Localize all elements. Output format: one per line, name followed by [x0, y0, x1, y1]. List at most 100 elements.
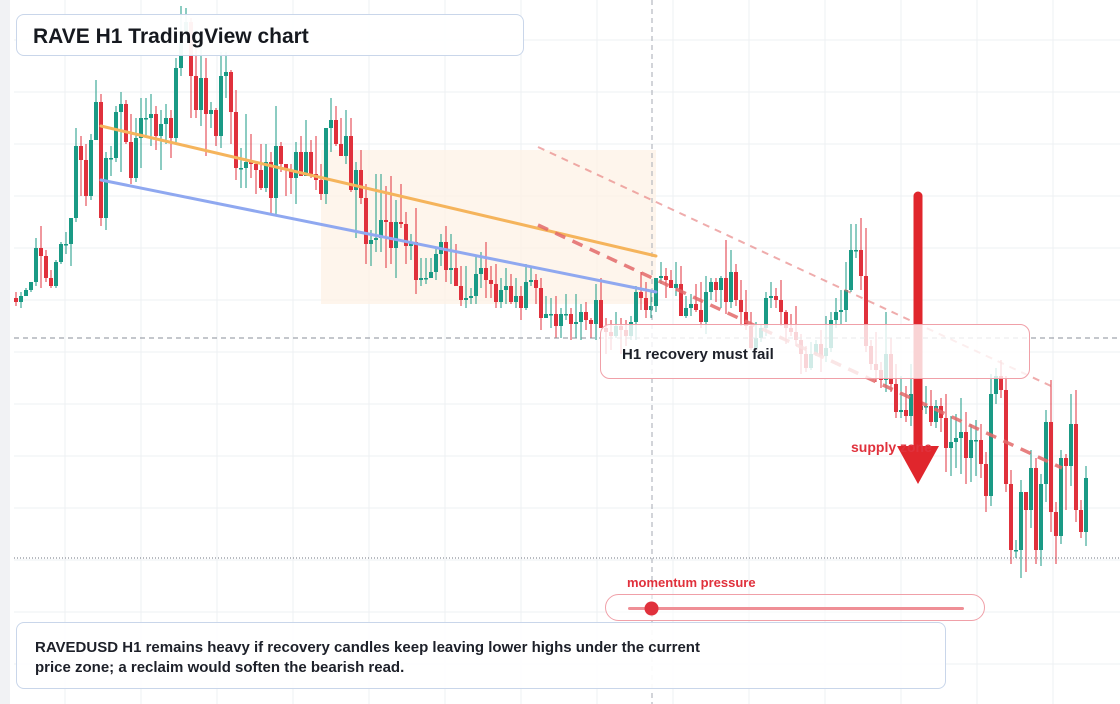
bullish-candle	[144, 98, 148, 138]
candle-body	[489, 280, 493, 284]
bearish-candle	[384, 186, 388, 268]
bearish-candle	[1004, 376, 1008, 492]
momentum-slider-knob[interactable]	[644, 601, 659, 616]
candle-body	[529, 280, 533, 282]
candle-body	[89, 140, 93, 196]
bearish-candle	[519, 286, 523, 320]
bearish-candle	[44, 250, 48, 282]
candle-body	[1084, 478, 1088, 532]
candle-body	[309, 152, 313, 174]
bullish-candle	[544, 296, 548, 318]
bullish-candle	[1044, 410, 1048, 502]
candle-body	[704, 292, 708, 322]
candle-body	[649, 306, 653, 310]
candle-body	[349, 136, 353, 190]
candle-body	[344, 136, 348, 156]
candle-body	[1049, 422, 1053, 512]
bullish-candle	[1029, 450, 1033, 528]
candle-body	[729, 272, 733, 302]
bullish-candle	[304, 120, 308, 176]
candle-body	[664, 276, 668, 280]
bullish-candle	[1019, 480, 1023, 578]
candle-body	[544, 314, 548, 318]
candle-body	[1079, 510, 1083, 532]
bullish-candle	[689, 294, 693, 316]
bullish-candle	[579, 304, 583, 340]
candle-body	[989, 394, 993, 496]
bullish-candle	[94, 80, 98, 140]
candle-body	[139, 118, 143, 138]
candle-body	[319, 180, 323, 194]
bullish-candle	[274, 106, 278, 214]
bearish-candle	[584, 302, 588, 330]
candle-body	[459, 286, 463, 300]
bearish-candle	[1074, 390, 1078, 522]
candle-body	[784, 312, 788, 328]
candle-body	[74, 146, 78, 218]
candle-body	[234, 112, 238, 168]
bullish-candle	[434, 248, 438, 280]
candle-body	[379, 220, 383, 238]
bearish-candle	[984, 452, 988, 512]
bearish-candle	[859, 218, 863, 290]
candle-body	[299, 152, 303, 176]
bearish-candle	[404, 212, 408, 264]
candle-body	[359, 170, 363, 198]
bullish-candle	[379, 174, 383, 252]
bearish-candle	[39, 226, 43, 288]
candle-body	[304, 152, 308, 176]
candle-body	[559, 314, 563, 326]
candle-body	[124, 104, 128, 142]
candle-body	[204, 78, 208, 114]
candle-body	[999, 376, 1003, 390]
bullish-candle	[174, 58, 178, 144]
candle-body	[499, 290, 503, 302]
candle-body	[524, 282, 528, 308]
candle-body	[259, 170, 263, 188]
bullish-candle	[564, 294, 568, 320]
orange-trendline[interactable]	[99, 124, 658, 258]
candle-body	[504, 286, 508, 290]
bullish-candle	[329, 98, 333, 152]
momentum-pressure-slider[interactable]	[605, 594, 985, 621]
bearish-candle	[739, 280, 743, 326]
candle-body	[29, 282, 33, 290]
bullish-candle	[239, 148, 243, 188]
candle-body	[539, 288, 543, 318]
bearish-candle	[589, 318, 593, 338]
candle-body	[69, 218, 73, 244]
bullish-candle	[839, 290, 843, 324]
recovery-callout: H1 recovery must fail	[600, 324, 1030, 379]
candle-body	[39, 248, 43, 256]
candle-body	[144, 118, 148, 120]
candle-body	[1019, 492, 1023, 550]
candle-body	[1009, 484, 1013, 550]
bullish-candle	[474, 256, 478, 304]
candle-body	[119, 104, 123, 112]
bullish-candle	[324, 128, 328, 204]
bearish-candle	[639, 272, 643, 310]
candle-body	[969, 440, 973, 458]
candle-body	[94, 102, 98, 140]
candle-body	[904, 410, 908, 416]
candle-body	[949, 442, 953, 448]
bearish-candle	[1009, 470, 1013, 564]
bearish-candle	[979, 424, 983, 478]
blue-trendline[interactable]	[99, 178, 658, 294]
bullish-candle	[19, 292, 23, 308]
bearish-candle	[774, 288, 778, 308]
candle-body	[479, 268, 483, 274]
bullish-candle	[1059, 450, 1063, 544]
candle-body	[854, 250, 858, 252]
bullish-candle	[959, 398, 963, 474]
bearish-candle	[349, 118, 353, 192]
bearish-candle	[254, 162, 258, 194]
bearish-candle	[494, 264, 498, 308]
candle-body	[764, 298, 768, 328]
candle-body	[669, 280, 673, 288]
candle-body	[1014, 550, 1018, 552]
candle-body	[14, 298, 18, 302]
bearish-candle	[554, 296, 558, 338]
bearish-candle	[84, 144, 88, 206]
